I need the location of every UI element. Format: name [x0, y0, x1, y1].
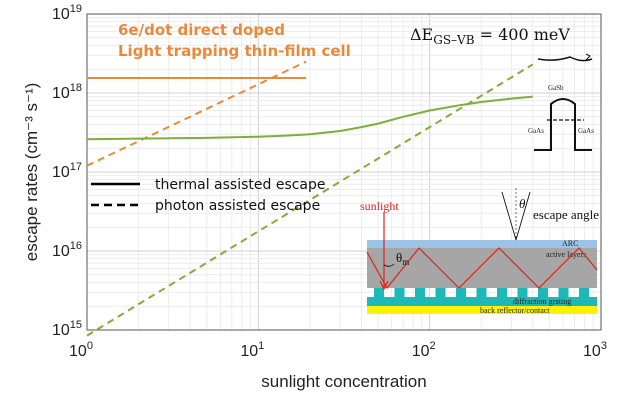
y-tick-label: 1016: [52, 240, 82, 260]
band-label-gaas-right: GaAs: [578, 127, 594, 135]
grating-tooth: [558, 288, 569, 297]
sunlight-label: sunlight: [360, 199, 399, 213]
legend-thermal: thermal assisted escape: [155, 177, 326, 193]
grating-base: [367, 297, 597, 306]
band-label-gasb: GaSb: [548, 84, 564, 92]
grating-tooth: [394, 288, 405, 297]
escape-angle-label: escape angle: [533, 207, 599, 222]
arc-layer: [367, 240, 597, 248]
plot-frame: [86, 13, 602, 331]
grating-tooth: [476, 288, 487, 297]
reflector-layer: [367, 306, 597, 314]
grating-tooth: [517, 288, 528, 297]
grating-tooth: [456, 288, 466, 297]
theta-label: θ: [519, 196, 526, 211]
y-tick-label: 1019: [52, 3, 82, 23]
x-tick-labels: 100 101 102 103: [69, 340, 607, 360]
series-group: [86, 60, 534, 337]
y-tick-label: 1018: [52, 82, 82, 102]
layer-arc: ARC: [562, 239, 578, 248]
y-tick-label: 1017: [52, 161, 82, 181]
grating-tooth: [579, 288, 589, 297]
x-tick-label: 101: [240, 340, 264, 360]
x-tick-label: 100: [69, 340, 93, 360]
y-tick-label: 1015: [52, 319, 82, 339]
layer-reflector: back reflector/contact: [480, 306, 550, 315]
theta-m-label: θm: [396, 250, 409, 267]
grating-tooth: [497, 288, 507, 297]
layer-active: active layers: [546, 250, 586, 259]
x-axis-label: sunlight concentration: [261, 372, 426, 391]
legend-photon: photon assisted escape: [155, 198, 320, 214]
y-axis-label: escape rates (cm⁻³ s⁻¹): [22, 83, 41, 262]
legend: thermal assisted escape photon assisted …: [91, 177, 326, 214]
band-label-gaas-left: GaAs: [528, 127, 544, 135]
grating-tooth: [538, 288, 548, 297]
layer-grating: diffraction grating: [513, 297, 571, 306]
grating-tooth: [374, 288, 384, 297]
annotation-doped: 6e/dot direct doped: [118, 21, 285, 39]
x-tick-label: 103: [583, 340, 607, 360]
solar-cell-inset: ARC active layers diffraction grating ba…: [360, 188, 599, 315]
annotation-lighttrap: Light trapping thin-film cell: [118, 42, 351, 60]
energy-annotation: ΔEGS–VB = 400 meV: [410, 25, 570, 47]
grating-tooth: [435, 288, 446, 297]
y-tick-labels: 1015 1016 1017 1018 1019: [52, 3, 82, 339]
band-diagram-inset: GaSb GaAs GaAs: [528, 53, 594, 151]
grating-tooth: [415, 288, 425, 297]
series-line-1: [86, 60, 307, 167]
x-tick-label: 102: [412, 340, 436, 360]
series-line-3: [86, 63, 534, 337]
series-line-2: [86, 95, 533, 141]
grating-teeth: [374, 288, 589, 297]
